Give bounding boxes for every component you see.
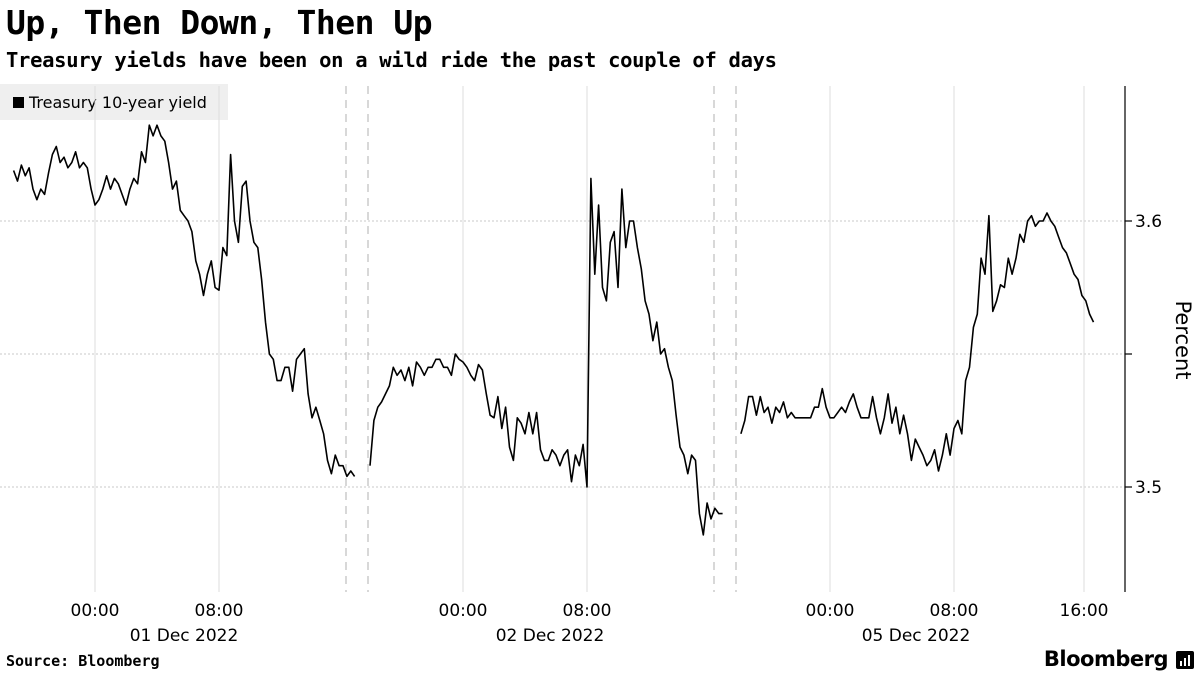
series-line-1: [14, 125, 355, 476]
series-line-3: [741, 213, 1094, 471]
brand-logo: Bloomberg: [1044, 647, 1168, 671]
y-tick-label: 3.5: [1135, 478, 1162, 498]
x-tick-label: 00:00: [439, 601, 488, 621]
tick-labels: 3.5 3.6 Percent 00:00 08:00 00:00 08:00 00:00 08…: [71, 212, 1196, 646]
x-date-label: 05 Dec 2022: [862, 626, 971, 646]
x-date-label: 01 Dec 2022: [130, 626, 239, 646]
x-tick-label: 08:00: [195, 601, 244, 621]
terminal-icon: [1176, 651, 1194, 669]
x-tick-label: 00:00: [71, 601, 120, 621]
x-date-label: 02 Dec 2022: [496, 626, 605, 646]
series-line-2: [370, 178, 723, 535]
series-lines: [14, 125, 1094, 535]
source-note: Source: Bloomberg: [6, 652, 160, 670]
axes: [1125, 86, 1132, 592]
session-separators: [346, 86, 736, 592]
x-tick-label: 08:00: [930, 601, 979, 621]
x-tick-label: 00:00: [806, 601, 855, 621]
x-tick-label: 16:00: [1060, 601, 1109, 621]
x-tick-label: 08:00: [563, 601, 612, 621]
y-axis-label: Percent: [1171, 300, 1195, 379]
y-tick-label: 3.6: [1135, 212, 1162, 232]
